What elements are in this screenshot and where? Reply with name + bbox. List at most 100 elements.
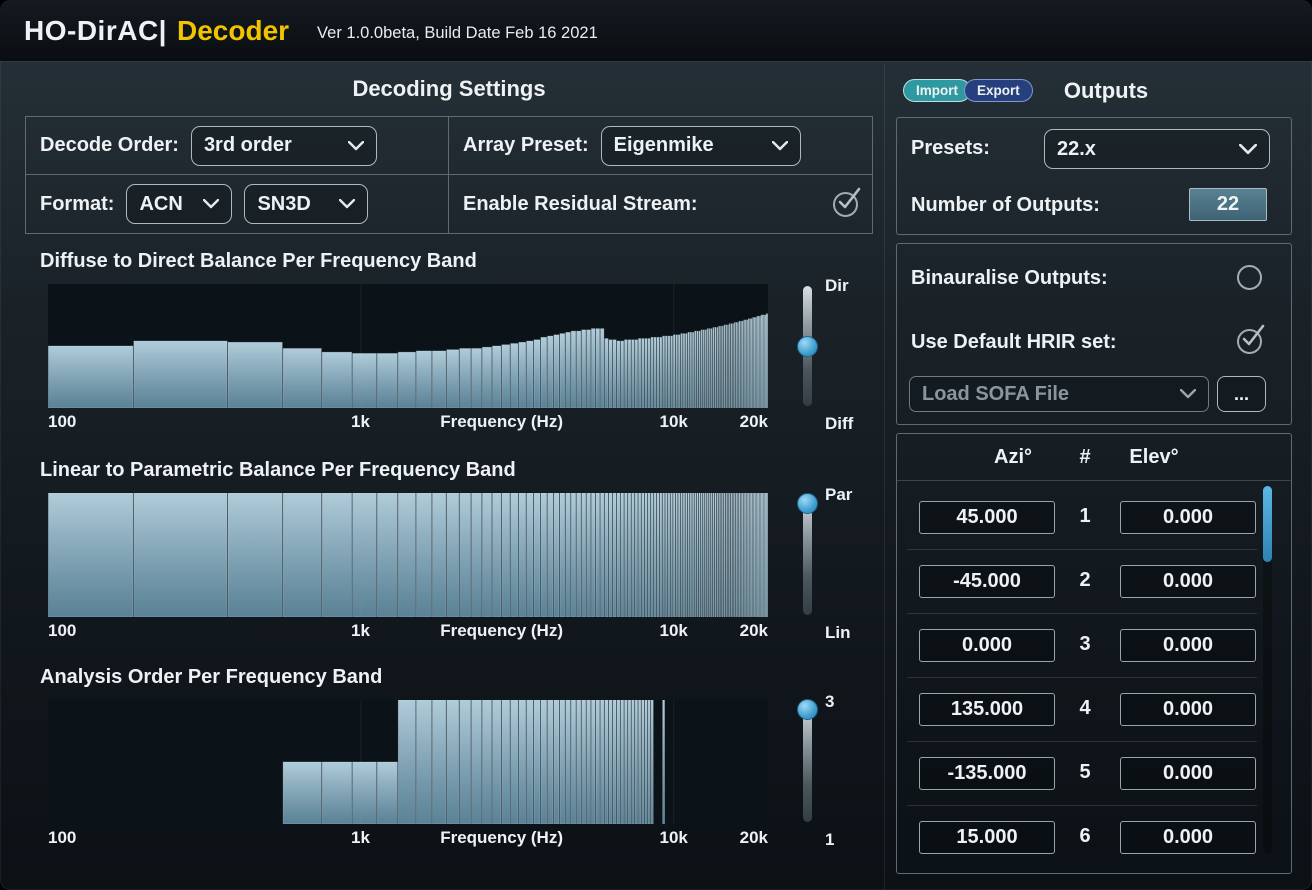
x-tick: 1k [351, 828, 370, 847]
table-scrollbar-track[interactable] [1263, 486, 1272, 854]
table-row: 45.000 1 0.000 [897, 486, 1291, 550]
elevation-value: 0.000 [1162, 634, 1214, 656]
app-subtitle: Decoder [177, 14, 290, 46]
azimuth-field[interactable]: 135.000 [919, 693, 1055, 726]
elevation-field[interactable]: 0.000 [1120, 757, 1256, 790]
index-column-header: # [1079, 446, 1091, 468]
num-outputs-field[interactable]: 22 [1189, 188, 1267, 221]
chevron-down-icon [1239, 143, 1257, 155]
decode-order-label: Decode Order: [40, 134, 179, 156]
check-icon [838, 187, 861, 208]
elevation-value: 0.000 [1162, 826, 1214, 848]
slider-track[interactable] [803, 495, 812, 615]
azimuth-field[interactable]: -135.000 [919, 757, 1055, 790]
table-row: -135.000 5 0.000 [897, 742, 1291, 806]
table-row: 135.000 4 0.000 [897, 678, 1291, 742]
slider-top-label: 3 [825, 692, 835, 711]
array-preset-cell: Array Preset: Eigenmike [449, 117, 872, 175]
table-scrollbar-thumb[interactable] [1263, 486, 1272, 562]
version-text: Ver 1.0.0beta, Build Date Feb 16 2021 [317, 24, 598, 42]
x-tick: 100 [48, 621, 77, 640]
slider-bottom-label: Diff [825, 414, 854, 433]
chevron-down-icon [347, 140, 364, 151]
x-axis-label: Frequency (Hz) [440, 828, 563, 847]
slider-handle[interactable] [797, 335, 818, 357]
azimuth-value: -135.000 [947, 762, 1027, 784]
azimuth-field[interactable]: 45.000 [919, 501, 1055, 534]
decoding-settings-grid: Decode Order: 3rd order Array Preset: Ei… [25, 116, 873, 234]
title-bar: HO-DirAC| Decoder Ver 1.0.0beta, Build D… [0, 0, 1312, 62]
outputs-table-box: Azi° # Elev° 45.000 1 0.000 -45.000 2 0.… [896, 433, 1292, 874]
x-tick: 10k [659, 828, 688, 847]
elevation-field[interactable]: 0.000 [1120, 565, 1256, 598]
azimuth-field[interactable]: 15.000 [919, 821, 1055, 854]
table-header-divider [897, 480, 1291, 481]
outputs-title: Outputs [1063, 78, 1149, 103]
elevation-value: 0.000 [1162, 570, 1214, 592]
export-button[interactable]: Export [964, 79, 1033, 102]
format-acn-dropdown[interactable]: ACN [126, 184, 233, 224]
x-tick: 100 [48, 412, 77, 431]
analysis-order-slider: 3 1 [795, 692, 905, 849]
azimuth-value: 135.000 [950, 698, 1024, 720]
analysis-order-chart[interactable] [48, 700, 768, 824]
azimuth-field[interactable]: -45.000 [919, 565, 1055, 598]
chevron-down-icon [203, 199, 220, 209]
diffuse-direct-section: Diffuse to Direct Balance Per Frequency … [25, 246, 873, 446]
binauralise-radio[interactable] [1237, 265, 1262, 290]
elevation-value: 0.000 [1162, 762, 1214, 784]
linear-parametric-section: Linear to Parametric Balance Per Frequen… [25, 455, 873, 655]
residual-stream-label: Enable Residual Stream: [463, 192, 698, 215]
binaural-box: Binauralise Outputs: Use Default HRIR se… [896, 243, 1292, 425]
elevation-value: 0.000 [1162, 506, 1214, 528]
x-tick: 1k [351, 412, 370, 431]
import-button[interactable]: Import [903, 79, 971, 102]
format-cell: Format: ACN SN3D [26, 175, 449, 233]
chart-title: Linear to Parametric Balance Per Frequen… [40, 459, 516, 481]
azimuth-value: 15.000 [956, 826, 1018, 848]
elevation-field[interactable]: 0.000 [1120, 821, 1256, 854]
row-number: 1 [1079, 505, 1091, 527]
hrir-checkbox[interactable] [1237, 324, 1265, 354]
presets-dropdown[interactable]: 22.x [1044, 129, 1270, 169]
slider-handle[interactable] [797, 698, 818, 720]
elevation-field[interactable]: 0.000 [1120, 501, 1256, 534]
format-norm-dropdown[interactable]: SN3D [244, 184, 369, 224]
x-tick: 10k [659, 621, 688, 640]
table-row: 0.000 3 0.000 [897, 614, 1291, 678]
slider-bottom-label: Lin [825, 623, 851, 642]
x-axis: 100 1k Frequency (Hz) 10k 20k [48, 621, 768, 643]
hrir-label: Use Default HRIR set: [911, 331, 1117, 353]
table-row: -45.000 2 0.000 [897, 550, 1291, 614]
format-acn-value: ACN [139, 192, 183, 215]
elevation-field[interactable]: 0.000 [1120, 693, 1256, 726]
linear-parametric-chart[interactable] [48, 493, 768, 617]
diffuse-direct-slider: Dir Diff [795, 276, 905, 433]
row-number: 2 [1079, 569, 1091, 591]
elevation-value: 0.000 [1162, 698, 1214, 720]
format-norm-value: SN3D [257, 192, 311, 215]
decode-order-value: 3rd order [203, 134, 292, 156]
diffuse-direct-chart[interactable] [48, 284, 768, 408]
elevation-field[interactable]: 0.000 [1120, 629, 1256, 662]
decode-order-dropdown[interactable]: 3rd order [190, 125, 377, 166]
chevron-down-icon [339, 199, 356, 209]
residual-stream-cell: Enable Residual Stream: [449, 175, 872, 233]
azimuth-field[interactable]: 0.000 [919, 629, 1055, 662]
sofa-file-dropdown[interactable]: Load SOFA File [909, 376, 1209, 412]
sofa-browse-button[interactable]: ... [1217, 376, 1266, 412]
x-axis: 100 1k Frequency (Hz) 10k 20k [48, 412, 768, 434]
table-row: 15.000 6 0.000 [897, 806, 1291, 870]
residual-stream-checkbox[interactable] [833, 187, 861, 217]
app-title: HO-DirAC| [24, 14, 167, 46]
format-label: Format: [40, 192, 115, 215]
slider-track[interactable] [803, 702, 812, 822]
row-number: 6 [1079, 825, 1091, 847]
slider-handle[interactable] [797, 492, 818, 514]
azimuth-value: -45.000 [953, 570, 1021, 592]
row-number: 5 [1079, 761, 1091, 783]
array-preset-dropdown[interactable]: Eigenmike [600, 125, 801, 166]
x-tick: 20k [739, 621, 768, 640]
num-outputs-label: Number of Outputs: [911, 194, 1100, 216]
panel-divider [884, 64, 885, 890]
